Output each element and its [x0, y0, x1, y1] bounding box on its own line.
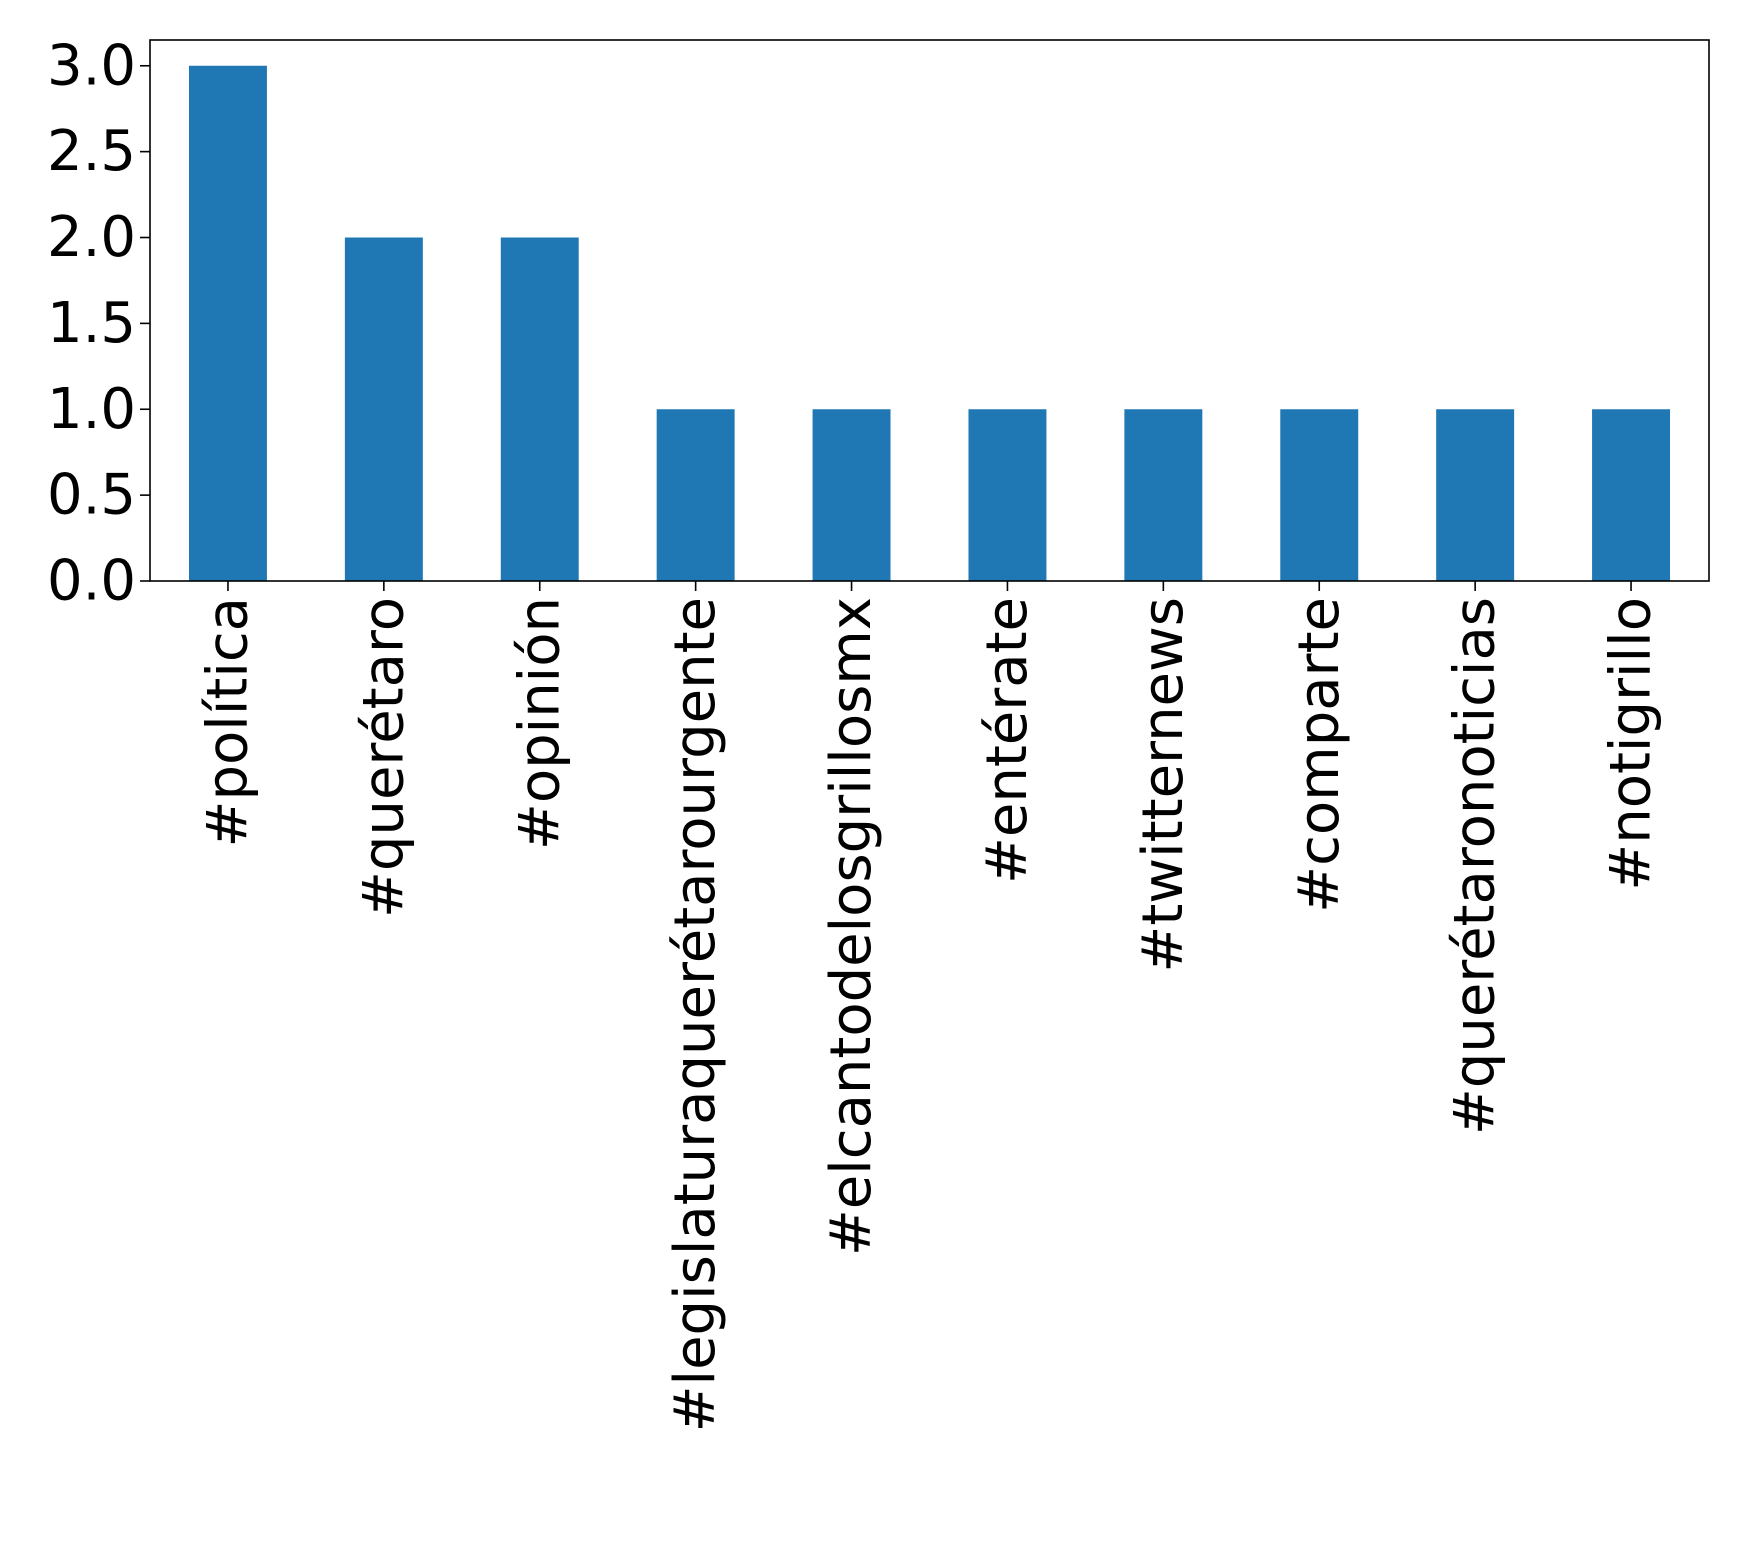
x-tick-label-4: #elcantodelosgrillosmx — [819, 597, 884, 1256]
x-axis: #política #querétaro #opinión #legislaturaq… — [195, 581, 1664, 1432]
bars-layer — [188, 65, 1671, 581]
y-tick-label-4: 2.0 — [47, 205, 136, 270]
y-tick-label-1: 0.5 — [47, 463, 136, 528]
bar-6 — [1124, 409, 1203, 581]
y-axis: 0.0 0.5 1.0 1.5 2.0 2.5 3.0 — [47, 33, 150, 614]
x-tick-label-3: #legislaturaquerétarourgente — [663, 597, 728, 1432]
y-tick-label-0: 0.0 — [47, 549, 136, 614]
y-tick-label-6: 3.0 — [47, 33, 136, 98]
y-tick-label-2: 1.0 — [47, 377, 136, 442]
x-tick-label-5: #entérate — [975, 597, 1040, 884]
y-tick-label-5: 2.5 — [47, 119, 136, 184]
bar-8 — [1436, 409, 1515, 581]
bar-5 — [968, 409, 1047, 581]
x-tick-label-9: #notigrillo — [1599, 597, 1664, 891]
bar-7 — [1280, 409, 1359, 581]
y-tick-label-3: 1.5 — [47, 291, 136, 356]
x-tick-label-1: #querétaro — [351, 597, 416, 918]
x-tick-label-6: #twitternews — [1131, 597, 1196, 973]
bar-2 — [500, 237, 579, 581]
x-tick-label-8: #querétaronoticias — [1443, 597, 1508, 1135]
bar-0 — [188, 65, 267, 581]
x-tick-label-7: #comparte — [1287, 597, 1352, 913]
bar-9 — [1592, 409, 1671, 581]
bar-4 — [812, 409, 891, 581]
bar-3 — [656, 409, 735, 581]
x-tick-label-2: #opinión — [507, 597, 572, 850]
plot-frame — [149, 39, 1710, 582]
x-tick-label-0: #política — [195, 597, 260, 847]
bar-1 — [344, 237, 423, 581]
